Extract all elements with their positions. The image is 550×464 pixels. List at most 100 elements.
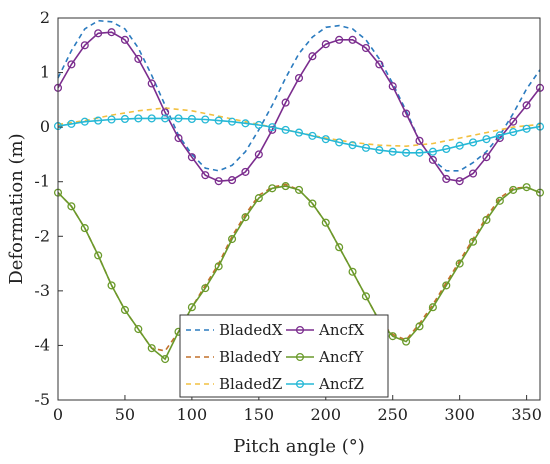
ancfx-point xyxy=(120,35,129,44)
y-tick-label: -1 xyxy=(34,172,50,191)
ancfx-point xyxy=(522,101,531,110)
ancfy-point xyxy=(228,234,237,244)
legend-label-ancfx: AncfX xyxy=(318,321,364,339)
ancfy-point xyxy=(402,337,411,346)
ancfz-point xyxy=(469,138,478,147)
ancfy-point xyxy=(147,344,156,353)
ancfx-point xyxy=(228,176,237,185)
x-tick-label: 300 xyxy=(444,405,475,424)
ancfy-point xyxy=(308,199,317,208)
ancfz-point xyxy=(67,119,76,128)
ancfy-point xyxy=(509,185,518,194)
ancfz-point xyxy=(375,146,384,155)
ancfy-point xyxy=(335,243,344,252)
ancfz-point xyxy=(335,138,344,147)
ancfx-point xyxy=(361,43,370,53)
ancfx-point xyxy=(94,29,103,38)
ancfx-point xyxy=(254,150,263,159)
ancfy-point xyxy=(482,215,491,224)
legend-box xyxy=(179,314,389,398)
ancfx-point xyxy=(415,136,424,145)
ancfy-point xyxy=(321,218,330,227)
ancfx-point xyxy=(174,134,183,143)
x-tick-label: 350 xyxy=(511,405,542,424)
ancfz-point xyxy=(428,147,437,156)
x-axis-title: Pitch angle (°) xyxy=(233,436,365,457)
ancfy-point xyxy=(495,196,504,205)
ancfx-point xyxy=(294,73,304,83)
ancfz-point xyxy=(495,131,504,140)
legend-label-bladedy: BladedY xyxy=(219,348,283,366)
y-tick-label: -4 xyxy=(34,335,50,354)
ancfx-point xyxy=(67,60,76,69)
ancfy-point xyxy=(469,237,478,246)
ancfy-point xyxy=(67,202,76,211)
ancfy-point xyxy=(134,325,143,334)
ancfy-point xyxy=(241,213,250,222)
x-tick-label: 50 xyxy=(115,405,135,424)
ancfz-point xyxy=(120,114,129,124)
ancfx-point xyxy=(509,117,518,126)
ancfz-point xyxy=(388,147,397,156)
legend-marker-ancfx xyxy=(295,325,305,335)
ancfx-point xyxy=(335,35,344,44)
ancfx-point xyxy=(308,52,317,61)
ancfy-point xyxy=(214,262,223,271)
ancfz-point xyxy=(415,148,424,157)
ancfx-point xyxy=(107,28,116,37)
ancfz-point xyxy=(107,115,116,124)
ancfz-point xyxy=(174,114,183,123)
ancfy-point xyxy=(388,332,397,341)
ancfx-point xyxy=(348,35,357,44)
ancfz-point xyxy=(522,124,531,133)
ancfz-point xyxy=(268,123,277,132)
ancfx-point xyxy=(375,60,384,69)
ancfy-point xyxy=(455,259,464,268)
ancfz-point xyxy=(402,148,411,157)
ancfx-point xyxy=(80,41,89,50)
ancfy-point xyxy=(294,185,304,194)
ancfz-point xyxy=(214,116,223,125)
ancfx-point xyxy=(388,82,397,91)
ancfz-point xyxy=(509,128,518,137)
ancfz-point xyxy=(241,119,250,128)
legend-label-ancfz: AncfZ xyxy=(318,375,364,393)
ancfx-point xyxy=(281,98,290,107)
x-tick-label: 100 xyxy=(177,405,208,424)
ancfy-point xyxy=(120,305,129,315)
ancfx-point xyxy=(428,155,437,164)
legend-label-bladedx: BladedX xyxy=(219,321,283,339)
ancfz-point xyxy=(482,135,491,144)
y-tick-label: -3 xyxy=(34,281,50,300)
x-tick-label: 200 xyxy=(311,405,342,424)
legend-label-bladedz: BladedZ xyxy=(219,375,282,393)
ancfx-point xyxy=(201,171,210,180)
ancfy-point xyxy=(428,303,437,312)
ancfz-series-line xyxy=(57,117,541,154)
ancfz-point xyxy=(80,117,89,126)
ancfy-point xyxy=(107,281,116,290)
ancfy-point xyxy=(522,183,531,192)
x-tick-label: 250 xyxy=(377,405,408,424)
ancfz-point xyxy=(94,116,103,125)
y-axis-title: Deformation (m) xyxy=(6,133,27,284)
ancfz-point xyxy=(294,128,304,137)
plot-frame xyxy=(57,17,541,401)
ancfx-point xyxy=(214,177,223,186)
ancfz-point xyxy=(442,144,451,154)
ancfy-point xyxy=(361,292,370,301)
y-tick-label: 2 xyxy=(40,8,50,27)
y-tick-label: -5 xyxy=(34,390,50,409)
ancfx-series-line xyxy=(57,31,541,183)
ancfy-point xyxy=(94,251,103,260)
ancfx-point xyxy=(134,54,143,63)
ancfz-point xyxy=(321,135,330,144)
ancfz-point xyxy=(348,141,357,150)
ancfz-point xyxy=(228,117,237,126)
ancfz-point xyxy=(281,125,290,134)
ancfx-point xyxy=(442,174,451,184)
ancfy-point xyxy=(268,184,277,193)
ancfx-point xyxy=(469,169,478,178)
ancfz-point xyxy=(254,120,263,130)
ancfz-point xyxy=(187,114,196,124)
